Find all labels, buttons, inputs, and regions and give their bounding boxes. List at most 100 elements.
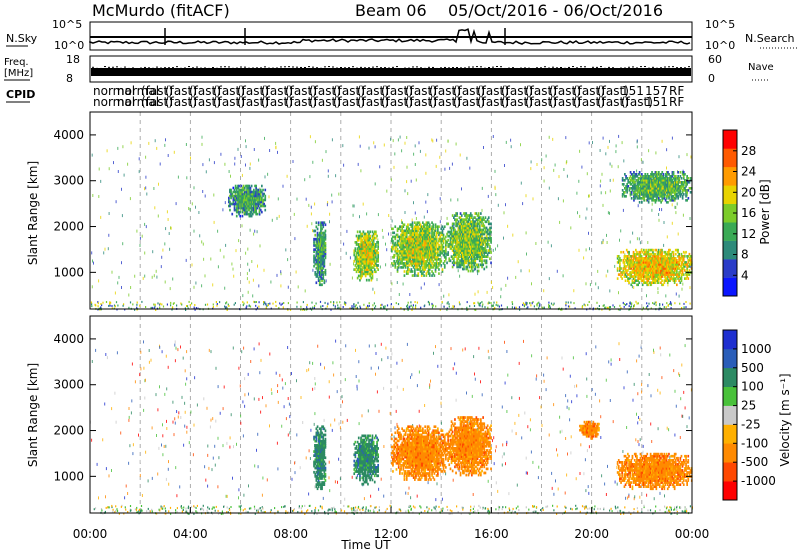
echo-cell <box>403 239 406 243</box>
echo-cell <box>472 261 474 265</box>
echo-cell <box>367 264 369 267</box>
echo-cell <box>419 247 422 251</box>
echo-cell <box>414 144 416 148</box>
echo-cell <box>657 269 660 272</box>
echo-cell <box>225 243 227 247</box>
echo-cell <box>644 175 647 178</box>
echo-cell <box>360 274 362 278</box>
echo-cell <box>476 251 479 254</box>
echo-cell <box>317 260 320 264</box>
echo-cell <box>121 286 122 289</box>
echo-cell <box>475 249 478 252</box>
echo-cell <box>637 279 639 282</box>
echo-cell <box>607 145 609 149</box>
echo-cell <box>431 241 433 245</box>
echo-cell <box>637 283 639 287</box>
echo-cell <box>621 195 624 198</box>
echo-cell <box>467 232 470 236</box>
echo-cell <box>247 247 249 251</box>
echo-cell <box>411 243 414 247</box>
echo-cell <box>656 252 659 256</box>
echo-cell <box>483 253 486 256</box>
echo-cell <box>457 243 460 246</box>
echo-cell <box>642 181 644 184</box>
echo-cell <box>672 252 675 256</box>
echo-cell <box>465 226 468 230</box>
freq-trace-dot <box>600 66 602 68</box>
echo-cell <box>167 154 169 157</box>
echo-cell <box>313 229 315 233</box>
echo-cell <box>425 233 428 237</box>
echo-cell <box>482 243 484 246</box>
echo-cell <box>667 283 669 287</box>
echo-cell <box>674 267 677 270</box>
echo-cell <box>665 277 668 280</box>
echo-cell <box>636 140 638 144</box>
echo-cell <box>416 258 418 261</box>
echo-cell <box>656 269 659 272</box>
echo-cell <box>362 249 365 253</box>
echo-cell <box>405 241 408 245</box>
echo-cell <box>458 247 461 250</box>
echo-cell <box>392 245 394 249</box>
echo-cell <box>654 271 657 274</box>
echo-cell <box>417 274 420 277</box>
echo-cell <box>633 195 635 198</box>
echo-cell <box>644 193 647 196</box>
echo-cell <box>644 195 647 198</box>
echo-cell <box>463 224 465 228</box>
echo-cell <box>505 203 506 207</box>
ground-scatter-cell <box>541 306 543 309</box>
echo-cell <box>637 263 639 266</box>
echo-cell <box>600 179 602 183</box>
echo-cell <box>411 270 414 273</box>
echo-cell <box>412 247 415 251</box>
echo-cell <box>353 268 356 271</box>
freq-trace-dot <box>240 66 242 68</box>
freq-trace-dot <box>260 67 262 69</box>
echo-cell <box>362 243 365 246</box>
echo-cell <box>458 249 461 252</box>
echo-cell <box>655 279 658 282</box>
echo-cell <box>374 291 376 295</box>
echo-cell <box>585 282 587 286</box>
echo-cell <box>453 240 455 244</box>
echo-cell <box>472 226 474 230</box>
echo-cell <box>485 251 488 254</box>
echo-cell <box>636 261 638 264</box>
echo-cell <box>431 235 433 239</box>
echo-cell <box>373 251 376 255</box>
echo-cell <box>654 279 657 282</box>
echo-cell <box>644 261 646 264</box>
echo-cell <box>148 141 150 145</box>
echo-cell <box>232 198 235 202</box>
echo-cell <box>459 234 462 238</box>
echo-cell <box>402 264 405 267</box>
echo-cell <box>663 261 666 264</box>
ground-scatter-cell <box>679 302 681 305</box>
echo-cell <box>412 266 415 269</box>
echo-cell <box>405 231 408 235</box>
freq-trace-dot <box>288 66 290 68</box>
echo-cell <box>462 243 464 246</box>
echo-cell <box>396 233 399 237</box>
echo-cell <box>362 259 365 263</box>
echo-cell <box>676 261 678 264</box>
echo-cell <box>677 171 679 174</box>
echo-cell <box>367 257 369 261</box>
echo-cell <box>355 243 358 246</box>
echo-cell <box>656 255 659 258</box>
echo-cell <box>432 243 435 247</box>
echo-cell <box>628 277 630 280</box>
echo-cell <box>644 181 647 184</box>
echo-cell <box>430 247 432 251</box>
echo-cell <box>467 253 470 256</box>
echo-cell <box>239 194 242 198</box>
ground-scatter-cell <box>662 303 664 306</box>
freq-trace-dot <box>672 66 674 68</box>
echo-cell <box>661 259 663 262</box>
ground-scatter-cell <box>345 302 347 305</box>
freq-trace-dot <box>236 67 238 69</box>
echo-cell <box>275 146 277 150</box>
